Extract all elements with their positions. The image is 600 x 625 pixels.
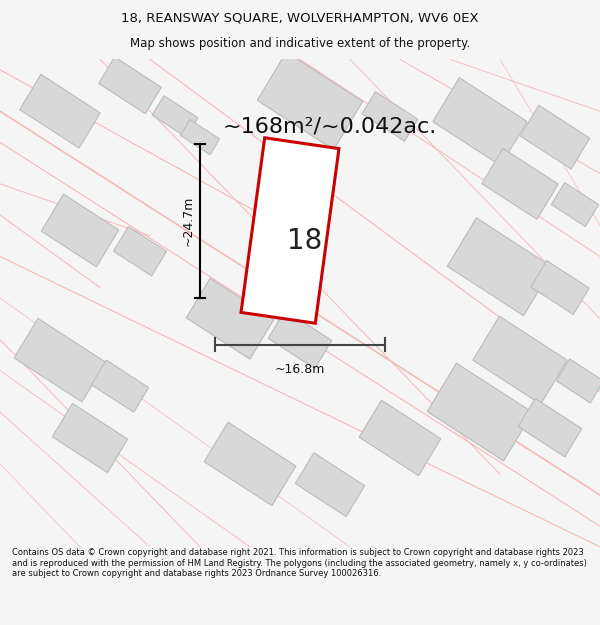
Polygon shape (257, 52, 363, 150)
Polygon shape (359, 400, 441, 476)
Polygon shape (433, 78, 527, 166)
Polygon shape (531, 261, 589, 314)
Polygon shape (99, 57, 161, 114)
Polygon shape (41, 194, 119, 267)
Polygon shape (473, 316, 567, 404)
Text: 18, REANSWAY SQUARE, WOLVERHAMPTON, WV6 0EX: 18, REANSWAY SQUARE, WOLVERHAMPTON, WV6 … (121, 12, 479, 25)
Text: 18: 18 (287, 227, 323, 255)
Polygon shape (427, 363, 533, 461)
Polygon shape (518, 398, 582, 457)
Polygon shape (362, 92, 418, 141)
Polygon shape (20, 74, 100, 148)
Polygon shape (52, 403, 128, 472)
Polygon shape (181, 119, 220, 155)
Polygon shape (91, 360, 149, 412)
Text: ~168m²/~0.042ac.: ~168m²/~0.042ac. (223, 117, 437, 137)
Polygon shape (113, 227, 166, 276)
Polygon shape (295, 452, 365, 516)
Polygon shape (520, 105, 590, 169)
Polygon shape (482, 148, 558, 219)
Text: ~24.7m: ~24.7m (182, 196, 194, 246)
Polygon shape (268, 310, 332, 369)
Text: ~16.8m: ~16.8m (275, 363, 325, 376)
Polygon shape (186, 278, 274, 359)
Polygon shape (551, 182, 599, 227)
Polygon shape (556, 359, 600, 403)
Polygon shape (14, 318, 106, 402)
Polygon shape (241, 138, 339, 323)
Text: Contains OS data © Crown copyright and database right 2021. This information is : Contains OS data © Crown copyright and d… (12, 548, 587, 578)
Polygon shape (204, 422, 296, 506)
Polygon shape (447, 218, 553, 316)
Text: Map shows position and indicative extent of the property.: Map shows position and indicative extent… (130, 37, 470, 50)
Polygon shape (152, 96, 198, 137)
